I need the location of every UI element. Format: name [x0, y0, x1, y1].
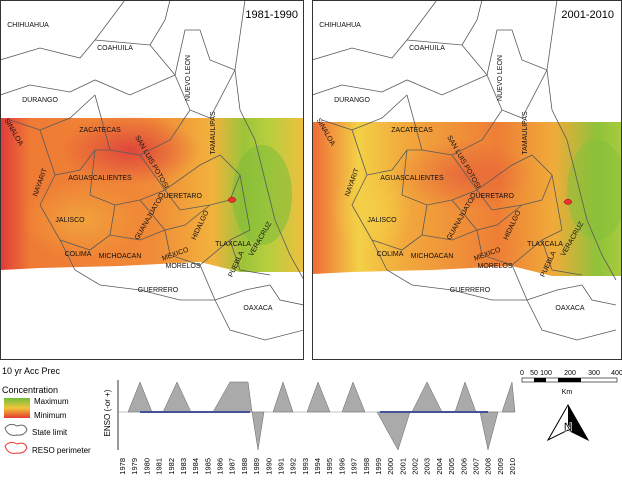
state-label: ZACATECAS [391, 127, 433, 134]
heat-map [313, 1, 621, 341]
enso-year: 1980 [142, 458, 151, 475]
enso-year: 1985 [203, 458, 212, 475]
enso-year: 1990 [264, 458, 273, 475]
state-label: COLIMA [65, 251, 92, 258]
north-label: N [564, 420, 573, 434]
state-label: JALISCO [367, 217, 397, 224]
enso-year: 1994 [313, 458, 322, 475]
state-label: MICHOACAN [411, 253, 454, 260]
enso-year: 1983 [179, 458, 188, 475]
reso-perimeter [563, 198, 573, 205]
scale-label: 400 [611, 370, 622, 377]
state-label: OAXACA [555, 305, 585, 312]
state-label: TAMAULIPAS [522, 111, 529, 155]
enso-year: 1984 [191, 458, 200, 475]
scale-unit: Km [562, 389, 573, 396]
scale-label: 100 [540, 370, 552, 377]
enso-year: 2007 [471, 458, 480, 475]
enso-year: 2000 [386, 458, 395, 475]
legend-heading: Concentration [2, 385, 58, 395]
enso-year: 2009 [496, 458, 505, 475]
enso-shape [127, 381, 516, 451]
state-label: NUEVO LEON [497, 55, 504, 101]
legend-swatch [4, 398, 30, 418]
state-label: OAXACA [243, 305, 273, 312]
enso-year: 2010 [508, 458, 517, 475]
state-label: AGUASCALIENTES [380, 175, 444, 182]
legend-state-icon [4, 423, 28, 436]
enso-year: 1981 [155, 458, 164, 475]
scale-label: 0 [520, 370, 524, 377]
enso-year: 1996 [337, 458, 346, 475]
state-label: TLAXCALA [527, 241, 563, 248]
state-label: MORELOS [165, 263, 200, 270]
state-label: DURANGO [22, 97, 58, 104]
state-label: TLAXCALA [215, 241, 251, 248]
enso-year: 1987 [228, 458, 237, 475]
state-label: TAMAULIPAS [210, 111, 217, 155]
enso-year: 1988 [240, 458, 249, 475]
state-label: COAHUILA [409, 45, 445, 52]
enso-year: 2004 [435, 458, 444, 475]
state-label: MICHOACAN [99, 253, 142, 260]
reso-perimeter [227, 196, 237, 203]
panel-period: 2001-2010 [561, 9, 614, 21]
north-arrow [568, 405, 588, 440]
legend-max: Maximum [34, 397, 69, 406]
legend-title: 10 yr Acc Prec [2, 366, 61, 376]
legend-state: State limit [32, 428, 68, 437]
state-label: CHIHUAHUA [319, 22, 361, 29]
scale-label: 50 [530, 370, 538, 377]
scale-label: 200 [564, 370, 576, 377]
enso-year: 1978 [118, 458, 127, 475]
state-label: DURANGO [334, 97, 370, 104]
enso-year: 1991 [276, 458, 285, 475]
legend-reso-icon [4, 441, 28, 454]
state-label: CHIHUAHUA [7, 22, 49, 29]
state-label: GUERRERO [138, 287, 179, 294]
enso-year: 2005 [447, 458, 456, 475]
heat-map [1, 1, 303, 341]
enso-year: 1979 [130, 458, 139, 475]
scale-bar [534, 378, 546, 382]
enso-year: 2008 [484, 458, 493, 475]
panel-period: 1981-1990 [245, 9, 298, 21]
enso-year: 1986 [216, 458, 225, 475]
state-label: GUERRERO [450, 287, 491, 294]
enso-year: 2001 [398, 458, 407, 475]
enso-year: 2006 [459, 458, 468, 475]
enso-year: 1995 [325, 458, 334, 475]
scale-bar [558, 378, 581, 382]
state-label: COAHUILA [97, 45, 133, 52]
state-label: QUERETARO [470, 193, 514, 200]
enso-year: 1998 [362, 458, 371, 475]
enso-year: 2003 [423, 458, 432, 475]
legend-reso: RESO perimeter [32, 446, 91, 455]
enso-year: 1999 [374, 458, 383, 475]
enso-year: 1982 [167, 458, 176, 475]
enso-year: 1993 [301, 458, 310, 475]
scale-label: 300 [588, 370, 600, 377]
state-label: QUERETARO [158, 193, 202, 200]
legend-min: Minimum [34, 411, 67, 420]
enso-year: 1989 [252, 458, 261, 475]
state-label: JALISCO [55, 217, 85, 224]
state-label: AGUASCALIENTES [68, 175, 132, 182]
enso-year: 2002 [411, 458, 420, 475]
enso-year: 1997 [350, 458, 359, 475]
state-label: COLIMA [377, 251, 404, 258]
state-label: ZACATECAS [79, 127, 121, 134]
state-label: NUEVO LEON [185, 55, 192, 101]
state-label: MORELOS [477, 263, 512, 270]
enso-year: 1992 [289, 458, 298, 475]
enso-axis-label: ENSO (-or +) [103, 389, 112, 436]
